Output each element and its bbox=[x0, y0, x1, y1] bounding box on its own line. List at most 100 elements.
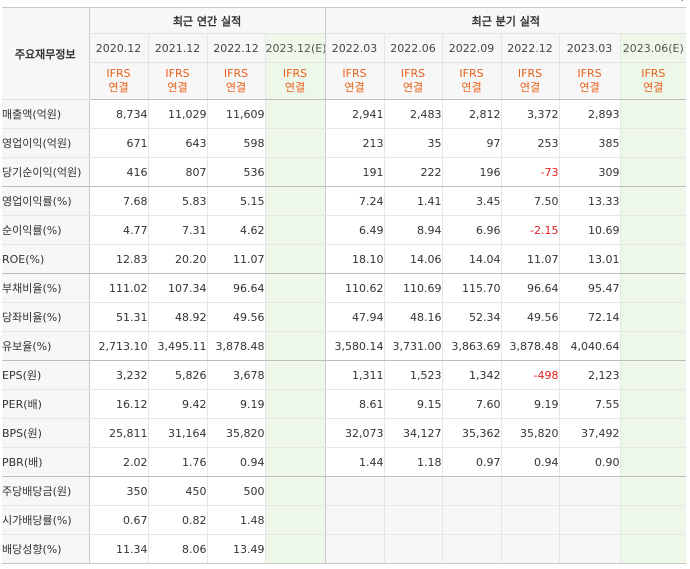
value-cell bbox=[264, 157, 326, 187]
value-cell: 11,029 bbox=[147, 99, 207, 129]
value-cell: 3,863.69 bbox=[441, 331, 502, 361]
value-cell bbox=[264, 215, 326, 245]
value-cell: -498 bbox=[500, 360, 560, 390]
value-cell: 1.44 bbox=[324, 447, 385, 477]
main-financial-info-header: 주요재무정보 bbox=[2, 7, 89, 100]
value-cell: 72.14 bbox=[558, 302, 621, 332]
value-cell: 49.56 bbox=[206, 302, 265, 332]
value-cell: 8,734 bbox=[88, 99, 148, 129]
value-cell: 5,826 bbox=[147, 360, 207, 390]
value-cell: 8.94 bbox=[383, 215, 443, 245]
table-row: 영업이익(억원) 671 643 598 213 35 97 253 385 bbox=[2, 128, 687, 158]
basis-header: IFRS 연결 bbox=[383, 62, 443, 100]
value-cell: 500 bbox=[206, 476, 265, 506]
value-cell bbox=[619, 389, 687, 419]
value-cell: 3.45 bbox=[441, 186, 502, 216]
value-cell: 536 bbox=[206, 157, 265, 187]
row-label: PER(배) bbox=[2, 389, 89, 419]
row-label: 당기순이익(억원) bbox=[2, 157, 89, 187]
value-cell: 0.97 bbox=[441, 447, 502, 477]
table-row: PBR(배) 2.02 1.76 0.94 1.44 1.18 0.97 0.94 0.90 bbox=[2, 447, 687, 477]
value-cell bbox=[619, 331, 687, 361]
value-cell bbox=[619, 360, 687, 390]
value-cell bbox=[264, 331, 326, 361]
value-cell: 107.34 bbox=[147, 273, 207, 303]
row-label: 시가배당률(%) bbox=[2, 505, 89, 535]
value-cell: 34,127 bbox=[383, 418, 443, 448]
period-header: 2022.12 bbox=[500, 33, 560, 63]
value-cell: 7.50 bbox=[500, 186, 560, 216]
basis-ifrs-label: IFRS bbox=[223, 67, 249, 80]
basis-header: IFRS 연결 bbox=[500, 62, 560, 100]
table-row: 배당성향(%) 11.34 8.06 13.49 bbox=[2, 534, 687, 564]
financial-summary-table: 주요재무정보 최근 연간 실적 최근 분기 실적 2020.12 2021.12 2… bbox=[2, 7, 687, 564]
value-cell: 4.77 bbox=[88, 215, 148, 245]
value-cell: 6.96 bbox=[441, 215, 502, 245]
value-cell: 7.60 bbox=[441, 389, 502, 419]
value-cell: 25,811 bbox=[88, 418, 148, 448]
basis-consolidated-label: 연결 bbox=[344, 81, 365, 94]
value-cell bbox=[441, 476, 502, 506]
value-cell: 49.56 bbox=[500, 302, 560, 332]
value-cell bbox=[264, 418, 326, 448]
value-cell bbox=[619, 534, 687, 564]
value-cell: 8.61 bbox=[324, 389, 385, 419]
value-cell bbox=[264, 360, 326, 390]
quarterly-results-header: 최근 분기 실적 bbox=[324, 7, 687, 34]
value-cell: 309 bbox=[558, 157, 621, 187]
row-label: 부채비율(%) bbox=[2, 273, 89, 303]
value-cell: 1,342 bbox=[441, 360, 502, 390]
value-cell: 3,232 bbox=[88, 360, 148, 390]
value-cell bbox=[619, 505, 687, 535]
value-cell: 14.04 bbox=[441, 244, 502, 274]
value-cell: 95.47 bbox=[558, 273, 621, 303]
value-cell bbox=[264, 447, 326, 477]
value-cell: 7.68 bbox=[88, 186, 148, 216]
value-cell: 7.55 bbox=[558, 389, 621, 419]
table-body: 매출액(억원) 8,734 11,029 11,609 2,941 2,483 2,812 3… bbox=[2, 99, 687, 564]
value-cell: 2,713.10 bbox=[88, 331, 148, 361]
value-cell: 2,893 bbox=[558, 99, 621, 129]
value-cell: 0.82 bbox=[147, 505, 207, 535]
value-cell: 2,123 bbox=[558, 360, 621, 390]
value-cell: 598 bbox=[206, 128, 265, 158]
row-label: ROE(%) bbox=[2, 244, 89, 274]
value-cell bbox=[264, 273, 326, 303]
value-cell: 0.90 bbox=[558, 447, 621, 477]
table-row: 순이익률(%) 4.77 7.31 4.62 6.49 8.94 6.96 -2.15 10.6… bbox=[2, 215, 687, 245]
value-cell: 11.34 bbox=[88, 534, 148, 564]
basis-ifrs-label: IFRS bbox=[342, 67, 367, 80]
basis-header: IFRS 연결 bbox=[619, 62, 687, 100]
value-cell bbox=[619, 157, 687, 187]
value-cell: 9.19 bbox=[500, 389, 560, 419]
value-cell bbox=[558, 476, 621, 506]
value-cell bbox=[264, 99, 326, 129]
value-cell: 0.94 bbox=[206, 447, 265, 477]
row-label: BPS(원) bbox=[2, 418, 89, 448]
annual-results-header: 최근 연간 실적 bbox=[88, 7, 326, 34]
basis-header: IFRS 연결 bbox=[264, 62, 326, 100]
table-row: 영업이익률(%) 7.68 5.83 5.15 7.24 1.41 3.45 7.50 13.3… bbox=[2, 186, 687, 216]
value-cell: 807 bbox=[147, 157, 207, 187]
header-row-groups: 주요재무정보 최근 연간 실적 최근 분기 실적 bbox=[2, 7, 687, 100]
value-cell: 11.07 bbox=[500, 244, 560, 274]
value-cell bbox=[324, 534, 385, 564]
basis-consolidated-label: 연결 bbox=[284, 81, 306, 94]
period-header: 2023.12(E) bbox=[264, 33, 326, 63]
table-row: 당기순이익(억원) 416 807 536 191 222 196 -73 309 bbox=[2, 157, 687, 187]
basis-header: IFRS 연결 bbox=[558, 62, 621, 100]
value-cell bbox=[558, 534, 621, 564]
value-cell bbox=[324, 476, 385, 506]
value-cell bbox=[619, 302, 687, 332]
value-cell: 1,311 bbox=[324, 360, 385, 390]
basis-consolidated-label: 연결 bbox=[108, 81, 129, 94]
value-cell: 35,820 bbox=[206, 418, 265, 448]
row-label: 영업이익(억원) bbox=[2, 128, 89, 158]
value-cell: 450 bbox=[147, 476, 207, 506]
value-cell: 5.83 bbox=[147, 186, 207, 216]
value-cell bbox=[558, 505, 621, 535]
value-cell: 3,495.11 bbox=[147, 331, 207, 361]
row-label: 순이익률(%) bbox=[2, 215, 89, 245]
value-cell: 97 bbox=[441, 128, 502, 158]
value-cell bbox=[619, 128, 687, 158]
